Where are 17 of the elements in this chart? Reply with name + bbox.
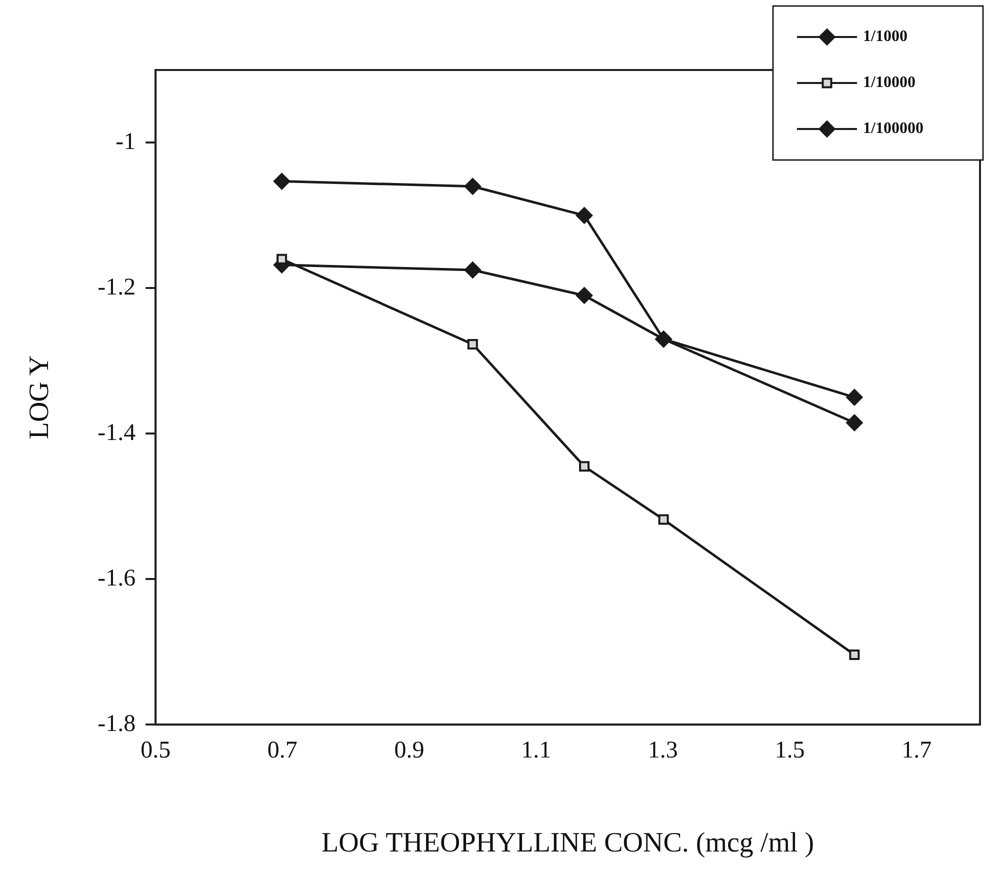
x-tick-label: 1.7 xyxy=(902,737,932,764)
x-tick-label: 0.7 xyxy=(267,737,298,764)
x-tick-label: 0.9 xyxy=(394,737,424,764)
x-axis-title: LOG THEOPHYLLINE CONC. (mcg /ml ) xyxy=(322,828,814,859)
y-tick-label: -1.4 xyxy=(98,420,136,446)
y-tick-label: -1.6 xyxy=(98,565,136,592)
legend-label: 1/1000 xyxy=(863,28,908,46)
y-axis-title: LOG Y xyxy=(24,355,56,440)
y-tick-label: -1 xyxy=(116,129,136,156)
x-tick-label: 0.5 xyxy=(140,737,171,764)
legend-label: 1/100000 xyxy=(863,120,924,138)
x-tick-label: 1.5 xyxy=(774,737,805,764)
x-tick-label: 1.3 xyxy=(648,737,678,764)
y-tick-label: -1.2 xyxy=(98,274,136,300)
x-tick-label: 1.1 xyxy=(521,737,552,764)
legend-label: 1/10000 xyxy=(863,74,916,92)
y-tick-label: -1.8 xyxy=(98,710,136,737)
